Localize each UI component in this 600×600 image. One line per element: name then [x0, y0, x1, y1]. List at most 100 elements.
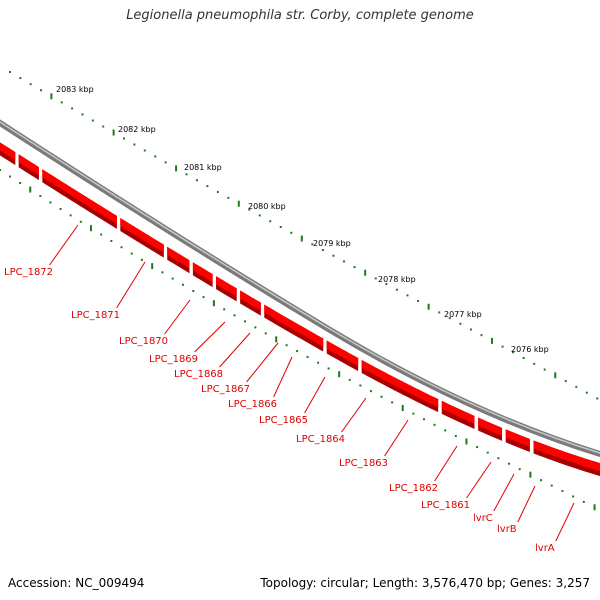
inner-minor-tick: [264, 332, 267, 335]
outer-minor-tick: [279, 226, 282, 229]
kbp-label: 2081 kbp: [184, 163, 222, 172]
inner-minor-tick: [171, 277, 174, 280]
outer-minor-tick: [585, 391, 588, 394]
inner-minor-tick: [285, 344, 288, 347]
inner-minor-tick: [454, 434, 457, 437]
gene-label-layer: LPC_1872 LPC_1871 LPC_1870 LPC_1869 LPC_1868…: [4, 224, 575, 554]
kbp-label: 2077 kbp: [444, 310, 482, 319]
outer-major-tick: [427, 303, 430, 310]
outer-minor-tick: [9, 71, 11, 73]
gene-label: LPC_1869: [149, 354, 198, 365]
inner-major-tick: [593, 504, 596, 511]
inner-minor-tick: [243, 320, 246, 323]
outer-major-tick: [364, 269, 367, 276]
inner-minor-tick: [508, 462, 511, 465]
outer-tick-track: [9, 71, 599, 400]
gene-connector: [246, 342, 279, 383]
inner-minor-tick: [540, 479, 543, 482]
outer-minor-tick: [311, 243, 314, 246]
outer-minor-tick: [342, 260, 345, 263]
inner-minor-tick: [306, 355, 309, 358]
outer-minor-tick: [164, 161, 167, 164]
outer-major-tick: [554, 372, 557, 379]
outer-minor-tick: [374, 277, 377, 280]
gene-label: lvrA: [535, 543, 555, 554]
inner-tick-track: [0, 169, 600, 511]
gene-block-lvrC: [478, 417, 503, 436]
map-title: Legionella pneumophila str. Corby, compl…: [126, 8, 474, 23]
kbp-scale-labels: 2083 kbp 2082 kbp 2081 kbp 2080 kbp 2079 kbp…: [56, 85, 549, 354]
outer-minor-tick: [40, 89, 43, 92]
gene-connector: [434, 445, 458, 482]
outer-major-tick: [491, 337, 494, 344]
gene-block-LPC_1870: [42, 169, 117, 224]
gene-label: LPC_1872: [4, 267, 53, 278]
gene-label: lvrC: [473, 513, 493, 524]
inner-major-tick: [29, 186, 32, 193]
inner-minor-tick: [254, 326, 257, 329]
inner-major-tick: [275, 336, 278, 343]
inner-minor-tick: [110, 239, 113, 242]
outer-minor-tick: [19, 77, 22, 80]
outer-minor-tick: [448, 317, 451, 320]
outer-minor-tick: [596, 397, 599, 400]
gene-block-LPC_1864: [264, 304, 324, 347]
inner-minor-tick: [317, 361, 320, 364]
gene-connector: [555, 502, 575, 542]
outer-minor-tick: [227, 196, 230, 199]
kbp-label: 2078 kbp: [378, 275, 416, 284]
inner-minor-tick: [192, 289, 195, 292]
gene-connector: [273, 356, 293, 398]
inner-major-tick: [465, 438, 468, 445]
outer-minor-tick: [459, 322, 462, 325]
inner-minor-tick: [0, 169, 1, 171]
genome-backbone: [0, 119, 600, 458]
inner-minor-tick: [161, 271, 164, 274]
inner-minor-tick: [412, 412, 415, 415]
outer-minor-tick: [269, 220, 272, 223]
inner-major-tick: [212, 300, 215, 307]
inner-minor-tick: [497, 457, 500, 460]
gene-block-LPC_1861: [441, 400, 475, 424]
inner-minor-tick: [233, 314, 236, 317]
outer-minor-tick: [185, 173, 188, 176]
outer-minor-tick: [102, 125, 105, 128]
gene-connector: [384, 419, 409, 457]
outer-minor-tick: [248, 208, 251, 211]
outer-minor-tick: [290, 231, 293, 234]
outer-minor-tick: [154, 155, 157, 158]
outer-minor-tick: [533, 362, 536, 365]
kbp-label: 2076 kbp: [511, 345, 549, 354]
inner-major-tick: [401, 405, 404, 412]
gene-block-LPC_1862: [361, 359, 439, 408]
outer-major-tick: [237, 200, 240, 207]
inner-minor-tick: [561, 490, 564, 493]
gene-label: LPC_1866: [228, 399, 277, 410]
gene-connector: [49, 224, 79, 266]
gene-connector: [493, 473, 515, 512]
inner-minor-tick: [572, 495, 575, 498]
outer-major-tick: [50, 93, 53, 100]
gene-connector: [194, 321, 226, 353]
inner-track-guide: [0, 170, 600, 510]
inner-minor-tick: [140, 258, 143, 261]
outer-minor-tick: [395, 288, 398, 291]
outer-minor-tick: [123, 137, 126, 140]
gene-block-LPC_1867: [192, 262, 213, 283]
inner-minor-tick: [223, 308, 226, 311]
gene-connector: [341, 397, 367, 433]
outer-major-tick: [112, 129, 115, 136]
backbone-line: [0, 119, 600, 458]
gene-label: lvrB: [497, 524, 517, 535]
inner-minor-tick: [39, 195, 42, 198]
gene-block-LPC_1871: [18, 154, 39, 176]
inner-minor-tick: [59, 207, 62, 210]
outer-minor-tick: [143, 149, 146, 152]
inner-minor-tick: [296, 350, 299, 353]
inner-major-tick: [529, 471, 532, 478]
inner-minor-tick: [100, 233, 103, 236]
inner-minor-tick: [130, 252, 133, 255]
gene-label: LPC_1862: [389, 483, 438, 494]
outer-minor-tick: [206, 185, 209, 188]
